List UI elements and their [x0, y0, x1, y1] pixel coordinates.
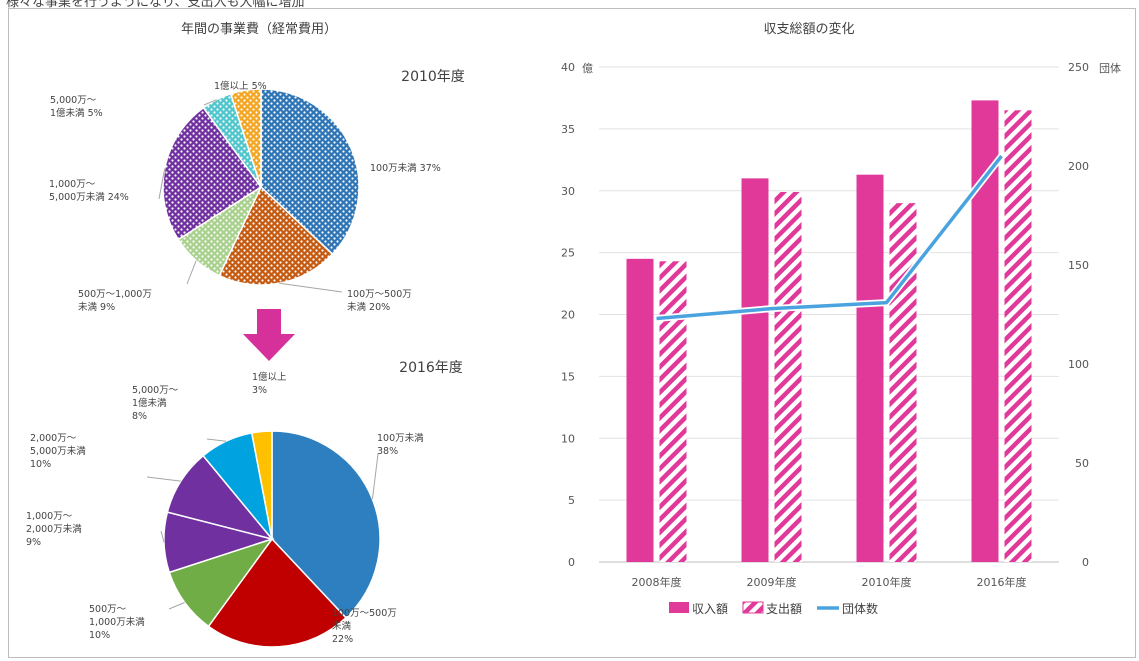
pie-2016-slice — [271, 430, 381, 619]
left-axis-tick: 15 — [561, 370, 575, 383]
pie-2016-leader-line — [168, 602, 185, 610]
pie-2016-leader-line — [146, 476, 181, 482]
down-arrow-icon — [243, 309, 295, 361]
year-label-2010: 2010年度 — [401, 69, 465, 85]
pie-2010-leader-line — [203, 99, 217, 106]
figure-frame: 年間の事業費（経常費用） 2010年度 2016年度 100万未満 37% 100万～5… — [8, 8, 1136, 658]
income-bar — [856, 174, 884, 562]
legend-expense-swatch — [742, 601, 764, 614]
expense-bar — [1004, 110, 1032, 562]
x-axis-tick: 2008年度 — [632, 575, 682, 589]
pie-2010-leader-line — [186, 260, 197, 285]
pie-2016-slice-label: 1,000万～ 2,000万未満 9% — [26, 511, 82, 548]
right-axis-tick: 150 — [1068, 259, 1089, 272]
x-axis-tick: 2010年度 — [862, 575, 912, 589]
pie-2010-slice-label: 500万～1,000万未満 9% — [78, 289, 152, 313]
pie-2016-slice-label: 1億以上 3% — [252, 371, 287, 396]
left-axis-tick: 25 — [561, 247, 575, 260]
income-expense-chart: 収支総額の変化 0 5 10 15 20 25 30 35 40 億 0 50 100 150 200 250 団… — [561, 21, 1121, 616]
expense-bar — [774, 191, 802, 563]
pie-2016-leader-line — [206, 438, 227, 442]
pie-2010-slice-label: 5,000万～ 1億未満 5% — [50, 95, 103, 119]
pie-2016-slice-label: 5,000万～ 1億未満 8% — [132, 385, 179, 422]
right-axis-tick: 100 — [1068, 358, 1089, 371]
pie-chart-title: 年間の事業費（経常費用） — [181, 21, 337, 37]
pie-2010-slice — [229, 88, 262, 188]
left-axis-tick: 35 — [561, 123, 575, 136]
pie-2016-slice — [250, 430, 273, 540]
pie-2010-slice — [260, 88, 360, 256]
pie-charts-panel: 年間の事業費（経常費用） 2010年度 2016年度 100万未満 37% 100万～5… — [26, 21, 465, 648]
expense-bar — [889, 203, 917, 562]
pie-2016-slice-label: 500万～ 1,000万未満 10% — [89, 604, 145, 641]
right-axis-tick: 50 — [1075, 457, 1089, 470]
pie-2016-slice-label: 2,000万～ 5,000万未満 10% — [30, 433, 86, 470]
right-axis-tick: 200 — [1068, 160, 1089, 173]
x-axis-tick: 2016年度 — [977, 575, 1027, 589]
pie-2010-slice-label: 100万未満 37% — [370, 162, 441, 174]
pie-2010-slice-label: 1,000万～ 5,000万未満 24% — [49, 179, 129, 203]
year-label-2016: 2016年度 — [399, 360, 463, 376]
pie-2016-leader-line — [371, 453, 379, 500]
income-bar — [741, 178, 769, 562]
org-count-line — [656, 155, 1003, 321]
org-count-line-halo — [656, 153, 1005, 322]
left-axis-tick: 20 — [561, 309, 575, 322]
left-axis-tick: 5 — [568, 494, 575, 507]
right-axis-tick: 250 — [1068, 61, 1089, 74]
right-axis-unit: 団体 — [1099, 61, 1121, 75]
pie-2010-slice-label: 1億以上 5% — [214, 80, 267, 92]
page-caption: 様々な事業を行うようになり、支出入も大幅に増加 — [6, 0, 305, 8]
bar-chart-title: 収支総額の変化 — [763, 21, 854, 37]
legend-income-swatch — [669, 602, 689, 613]
income-bar — [626, 258, 654, 562]
right-axis-tick: 0 — [1082, 556, 1089, 569]
pie-2016-leader-line — [160, 530, 165, 543]
pie-2016-slice — [207, 537, 347, 648]
left-axis-tick: 40 — [561, 61, 575, 74]
pie-2010-slice-label: 100万～500万未満 20% — [347, 289, 412, 313]
left-axis-tick: 0 — [568, 556, 575, 569]
legend-income-label: 収入額 — [692, 602, 728, 616]
x-axis-tick: 2009年度 — [747, 575, 797, 589]
left-axis-tick: 10 — [561, 432, 575, 445]
top-caption-strip: 様々な事業を行うようになり、支出入も大幅に増加 — [0, 0, 1139, 8]
pie-2010-slice — [218, 185, 334, 286]
pie-2010-leader-line — [279, 282, 343, 293]
expense-bar — [659, 261, 687, 562]
legend-org-count-label: 団体数 — [842, 601, 878, 616]
left-axis-tick: 30 — [561, 185, 575, 198]
pie-2010-leader-line — [158, 168, 166, 200]
legend-expense-label: 支出額 — [766, 602, 802, 616]
pie-2016-slice-label: 100万未満 38% — [377, 432, 424, 457]
left-axis-unit: 億 — [582, 62, 593, 75]
pie-2016-slice-label: 100万～500万未満 22% — [332, 608, 397, 645]
